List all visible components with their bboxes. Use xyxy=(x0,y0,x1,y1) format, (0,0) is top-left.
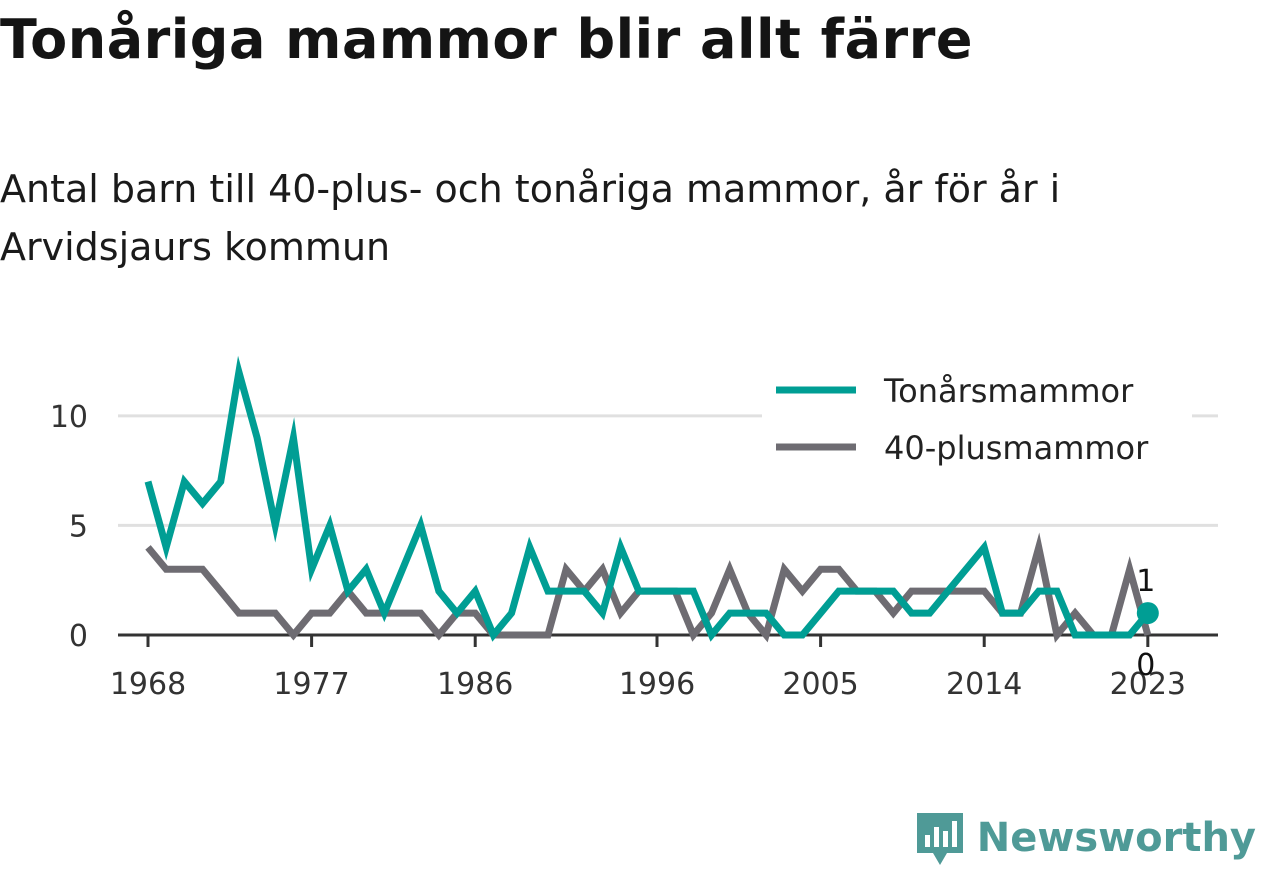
end-label-tonarsmammor: 1 xyxy=(1136,564,1155,599)
y-tick-label: 5 xyxy=(69,509,88,544)
legend-label: Tonårsmammor xyxy=(883,372,1134,410)
brand-logo: Newsworthy xyxy=(915,809,1256,867)
x-tick-label: 2014 xyxy=(946,667,1022,702)
end-label-40-plusmammor: 0 xyxy=(1136,648,1155,683)
chart-title: Tonåriga mammor blir allt färre xyxy=(0,8,973,71)
end-point-marker xyxy=(1136,602,1159,625)
x-tick-label: 1986 xyxy=(437,667,513,702)
y-tick-label: 0 xyxy=(69,619,88,654)
series-line-tonarsmammor xyxy=(144,355,1151,642)
newsworthy-logo-icon xyxy=(916,813,963,865)
legend-label: 40-plusmammor xyxy=(884,429,1149,467)
chart-subtitle: Antal barn till 40-plus- och tonåriga ma… xyxy=(0,167,1061,269)
brand-name: Newsworthy xyxy=(976,815,1256,861)
x-tick-label: 2005 xyxy=(782,667,858,702)
x-tick-label: 2023 xyxy=(1110,667,1186,702)
x-tick-label: 1977 xyxy=(273,667,349,702)
legend-box xyxy=(762,362,1192,480)
y-tick-label: 10 xyxy=(50,400,88,435)
x-tick-label: 1996 xyxy=(619,667,695,702)
x-tick-label: 1968 xyxy=(110,667,186,702)
